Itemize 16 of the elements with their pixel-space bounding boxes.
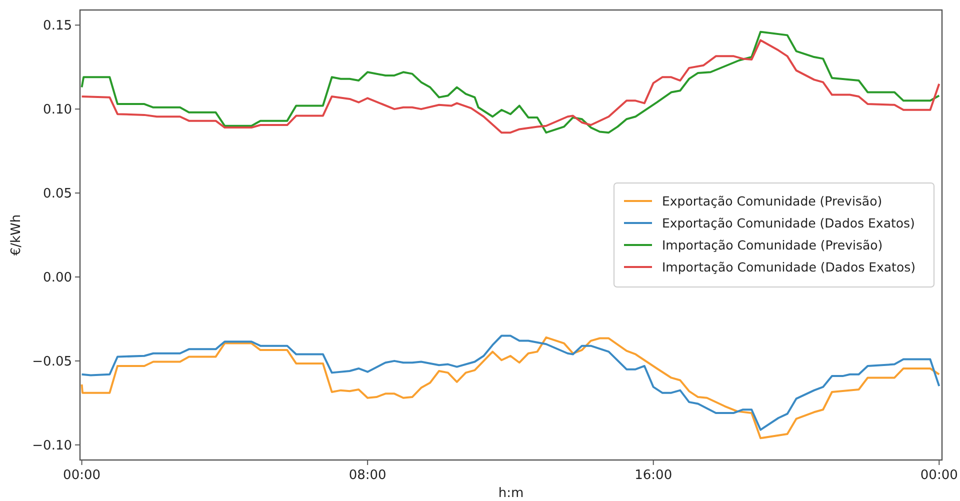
y-tick-label: 0.00 [43, 270, 72, 286]
y-tick-label: −0.05 [32, 354, 72, 370]
y-tick-label: −0.10 [32, 438, 72, 454]
y-tick-label: 0.15 [43, 18, 72, 34]
y-tick-label: 0.05 [43, 186, 72, 202]
legend-label: Importação Comunidade (Dados Exatos) [662, 259, 916, 274]
x-tick-label: 00:00 [920, 468, 958, 483]
legend-label: Exportação Comunidade (Previsão) [662, 193, 882, 208]
x-tick-label: 16:00 [634, 468, 672, 483]
y-tick-label: 0.10 [43, 102, 72, 118]
legend-label: Importação Comunidade (Previsão) [662, 237, 883, 252]
y-axis-title: €/kWh [9, 214, 24, 256]
legend-label: Exportação Comunidade (Dados Exatos) [662, 215, 915, 230]
x-tick-label: 00:00 [63, 468, 101, 483]
x-tick-label: 08:00 [348, 468, 386, 483]
x-axis-title: h:m [498, 486, 524, 501]
